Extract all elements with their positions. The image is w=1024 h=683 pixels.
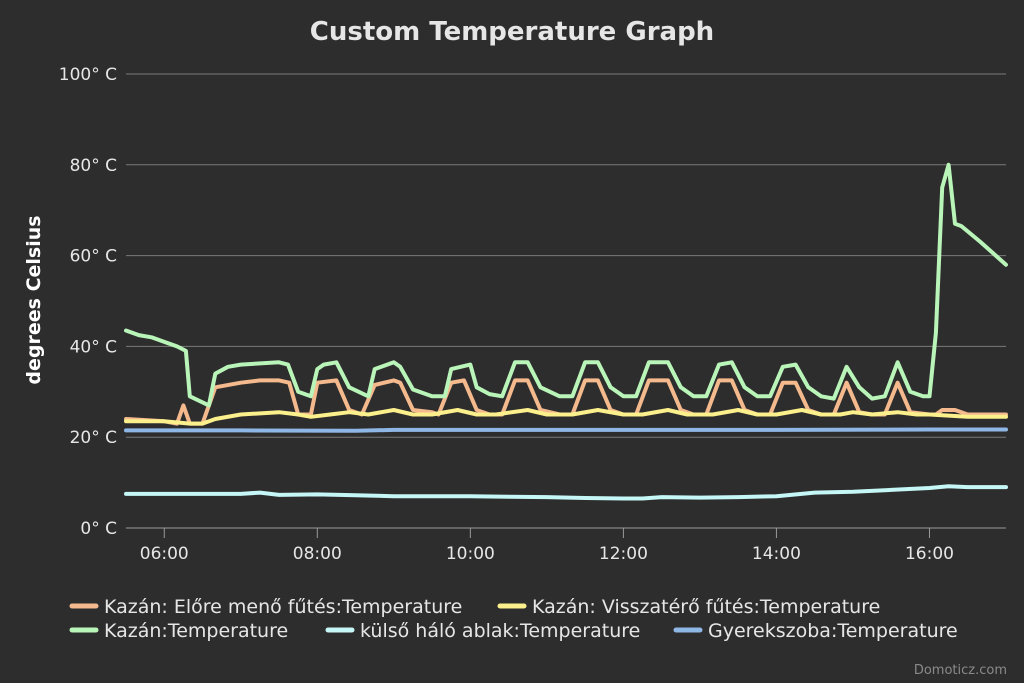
legend-item[interactable]: külső háló ablak:Temperature: [325, 620, 640, 642]
legend-label: Kazán:Temperature: [104, 620, 288, 642]
legend-item[interactable]: Kazán: Visszatérő fűtés:Temperature: [497, 596, 880, 618]
x-tick-label: 14:00: [752, 544, 801, 564]
y-tick-label: 0° C: [80, 519, 117, 539]
credits-link[interactable]: Domoticz.com: [914, 663, 1007, 678]
x-tick-label: 10:00: [446, 544, 495, 564]
legend-label: Gyerekszoba:Temperature: [708, 620, 958, 642]
x-tick-label: 12:00: [599, 544, 648, 564]
series-line[interactable]: [124, 408, 1008, 426]
y-tick-label: 60° C: [70, 247, 117, 267]
x-tick-label: 06:00: [140, 544, 189, 564]
y-tick-label: 80° C: [70, 156, 117, 176]
y-axis-label: degrees Celsius: [23, 215, 45, 384]
x-tick-label: 16:00: [905, 544, 954, 564]
legend-item[interactable]: Gyerekszoba:Temperature: [673, 620, 958, 642]
y-axis-ticks: 0° C 20° C 40° C 60° C 80° C 100° C: [59, 65, 117, 539]
y-tick-label: 20° C: [70, 428, 117, 448]
legend[interactable]: Kazán: Előre menő fűtés:Temperature Kazán…: [69, 596, 958, 642]
y-tick-label: 40° C: [70, 337, 117, 357]
chart-title: Custom Temperature Graph: [310, 17, 714, 47]
legend-label: Kazán: Előre menő fűtés:Temperature: [104, 596, 462, 618]
x-tick-label: 08:00: [293, 544, 342, 564]
x-axis-ticks: 06:00 08:00 10:00 12:00 14:00 16:00: [140, 528, 954, 564]
y-tick-label: 100° C: [59, 65, 117, 85]
legend-label: külső háló ablak:Temperature: [360, 620, 640, 642]
series-line[interactable]: [124, 484, 1008, 501]
series-line[interactable]: [124, 378, 1008, 426]
legend-item[interactable]: Kazán:Temperature: [69, 620, 288, 642]
series-line[interactable]: [124, 162, 1008, 408]
series-line[interactable]: [124, 427, 1008, 433]
legend-label: Kazán: Visszatérő fűtés:Temperature: [532, 596, 880, 618]
legend-item[interactable]: Kazán: Előre menő fűtés:Temperature: [69, 596, 462, 618]
grid-lines: [126, 73, 1006, 438]
plot-series: [124, 162, 1008, 501]
